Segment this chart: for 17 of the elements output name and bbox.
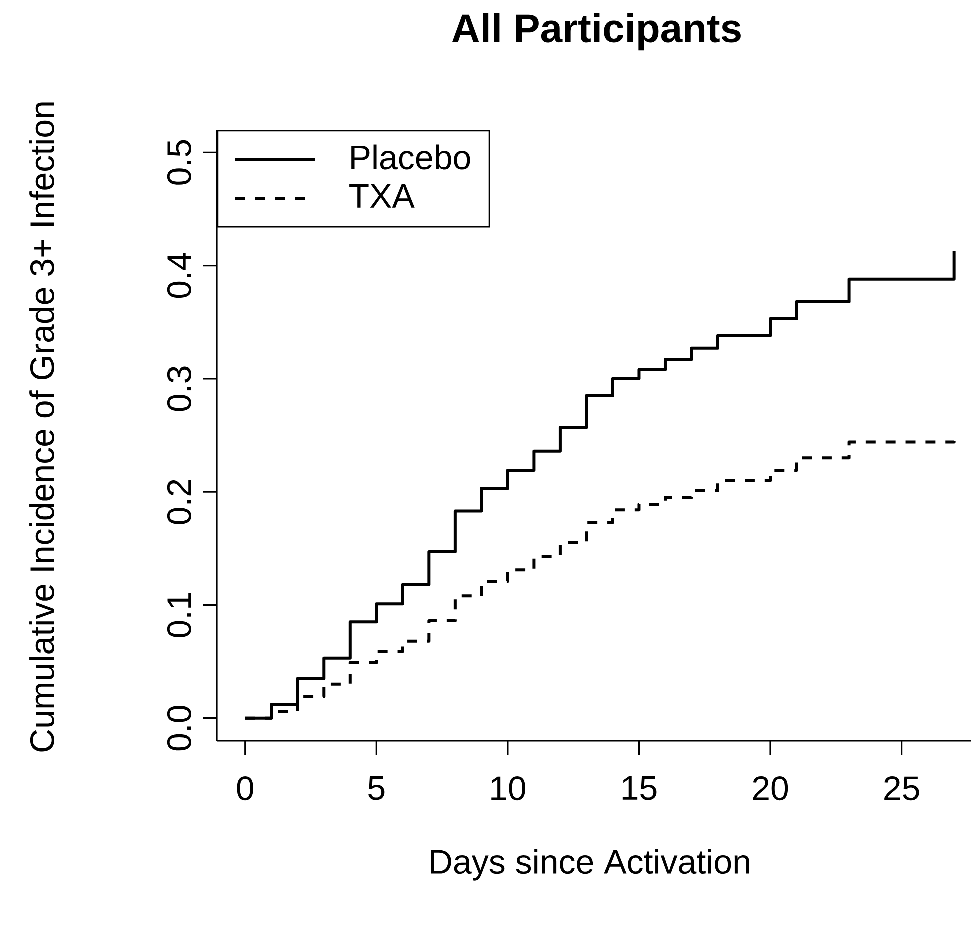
legend-label: Placebo [352,144,470,170]
y-tick-label: 0.0 [167,706,192,751]
y-tick-label: 0.5 [167,140,192,185]
legend-label: TXA [350,184,415,208]
x-tick-label: 5 [368,776,385,800]
y-tick-label: 0.1 [167,593,192,638]
chart-title: All Participants [452,13,741,51]
x-tick-label: 25 [884,776,920,801]
y-tick-label: 0.4 [167,253,192,298]
y-tick-label: 0.2 [167,480,192,524]
y-tick-label: 0.3 [167,366,192,412]
x-axis-title: Days since Activation [431,849,750,881]
x-tick-label: 15 [622,776,657,800]
x-tick-label: 20 [753,776,788,801]
x-tick-label: 0 [237,776,254,801]
x-tick-label: 10 [492,776,526,801]
y-axis-title: Cumulative Incidence of Grade 3+ Infection [30,102,54,752]
